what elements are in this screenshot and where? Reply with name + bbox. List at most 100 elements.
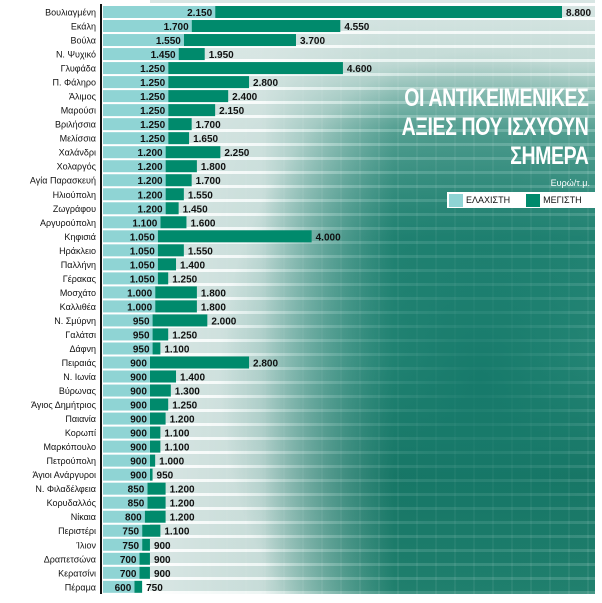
- max-value-label: 1.800: [201, 288, 226, 299]
- max-value-label: 1.000: [159, 457, 184, 468]
- max-value-label: 1.200: [170, 485, 195, 496]
- category-label: Ν. Ψυχικό: [56, 50, 96, 60]
- bar-min: [103, 230, 158, 243]
- max-value-label: 900: [154, 555, 171, 566]
- bar-max: [149, 384, 171, 397]
- min-value-label: 750: [122, 541, 139, 552]
- bar-max: [165, 174, 192, 187]
- bar-min: [103, 398, 150, 411]
- category-label: Αργυρούπολη: [40, 218, 96, 228]
- unit-label: Ευρώ/τ.μ.: [550, 178, 590, 188]
- bar-max: [165, 146, 221, 159]
- min-value-label: 900: [130, 387, 147, 398]
- legend-label-max: ΜΕΓΙΣΤΗ: [543, 195, 582, 205]
- bar-max: [168, 90, 229, 103]
- category-label: Κορωπί: [65, 428, 96, 438]
- min-value-label: 900: [130, 429, 147, 440]
- min-value-label: 950: [133, 330, 150, 341]
- min-value-label: 1.200: [138, 204, 163, 215]
- min-value-label: 900: [130, 401, 147, 412]
- max-value-label: 4.000: [316, 232, 341, 243]
- bar-max: [149, 398, 169, 411]
- bar-min: [103, 580, 135, 593]
- bar-min: [103, 90, 169, 103]
- bar-max: [149, 356, 250, 369]
- bar-max: [157, 244, 184, 257]
- max-value-label: 2.250: [224, 148, 249, 159]
- bar-max: [147, 482, 166, 495]
- category-label: Βριλήσσια: [55, 120, 96, 130]
- category-label: Περιστέρι: [58, 526, 96, 536]
- legend-label-min: ΕΛΑΧΙΣΤΗ: [466, 195, 511, 205]
- bar-max: [152, 342, 161, 355]
- category-label: Ίλιον: [76, 540, 97, 550]
- bar-max: [139, 552, 150, 565]
- category-label: Καλλιθέα: [60, 302, 96, 312]
- min-value-label: 900: [130, 443, 147, 454]
- bar-max: [155, 286, 197, 299]
- bar-min: [103, 440, 150, 453]
- category-label: Ν. Σμύρνη: [54, 316, 96, 326]
- bar-min: [103, 454, 150, 467]
- min-value-label: 750: [122, 527, 139, 538]
- min-value-label: 800: [125, 513, 142, 524]
- bar-max: [160, 216, 187, 229]
- bar-min: [103, 118, 169, 131]
- bar-min: [103, 132, 169, 145]
- max-value-label: 1.650: [193, 134, 218, 145]
- max-value-label: 3.700: [300, 36, 325, 47]
- min-value-label: 1.250: [140, 92, 165, 103]
- min-value-label: 850: [128, 485, 145, 496]
- bar-max: [157, 230, 312, 243]
- bar-max: [149, 468, 153, 481]
- bar-max: [155, 300, 197, 313]
- min-value-label: 900: [130, 373, 147, 384]
- category-label: Νίκαια: [71, 512, 96, 522]
- max-value-label: 1.250: [172, 274, 197, 285]
- max-value-label: 2.000: [211, 316, 236, 327]
- category-label: Άγιοι Ανάργυροι: [32, 470, 96, 480]
- min-value-label: 1.550: [156, 36, 181, 47]
- min-value-label: 1.200: [138, 162, 163, 173]
- bar-min: [103, 272, 158, 285]
- max-value-label: 1.200: [170, 499, 195, 510]
- category-label: Ηλιούπολη: [53, 190, 96, 200]
- bar-min: [103, 62, 169, 75]
- min-value-label: 1.250: [140, 106, 165, 117]
- bar-max: [168, 62, 343, 75]
- category-label: Χαλάνδρι: [59, 148, 96, 158]
- bar-min: [103, 188, 166, 201]
- bar-max: [165, 160, 197, 173]
- category-label: Γλυφάδα: [61, 64, 96, 74]
- max-value-label: 1.550: [188, 190, 213, 201]
- max-value-label: 900: [154, 569, 171, 580]
- bar-max: [165, 188, 184, 201]
- legend-swatch-max: [526, 193, 541, 207]
- min-value-label: 1.200: [138, 176, 163, 187]
- min-value-label: 1.050: [130, 246, 155, 257]
- min-value-label: 1.100: [132, 218, 157, 229]
- min-value-label: 900: [130, 359, 147, 370]
- bar-min: [103, 20, 192, 33]
- bar-max: [215, 6, 563, 18]
- bar-max: [168, 104, 216, 117]
- category-label: Άλιμος: [69, 92, 97, 102]
- bar-max: [191, 20, 341, 33]
- max-value-label: 1.400: [180, 260, 205, 271]
- chart-title: ΟΙ ΑΝΤΙΚΕΙΜΕΝΙΚΕΣ ΑΞΙΕΣ ΠΟΥ ΙΣΧΥΟΥΝ ΣΗΜΕ…: [401, 84, 588, 170]
- bar-max: [139, 566, 150, 579]
- max-value-label: 8.800: [566, 8, 591, 19]
- bar-min: [103, 328, 153, 341]
- bar-max: [142, 524, 161, 537]
- min-value-label: 900: [130, 471, 147, 482]
- bar-min: [103, 426, 150, 439]
- bar-min: [103, 314, 153, 327]
- max-value-label: 1.100: [164, 429, 189, 440]
- bar-max: [149, 454, 156, 467]
- category-label: Άγιος Δημήτριος: [31, 400, 97, 410]
- category-label: Γαλάτσι: [65, 330, 96, 340]
- bar-min: [103, 244, 158, 257]
- min-value-label: 1.200: [138, 148, 163, 159]
- category-label: Γέρακας: [63, 274, 97, 284]
- bar-min: [103, 258, 158, 271]
